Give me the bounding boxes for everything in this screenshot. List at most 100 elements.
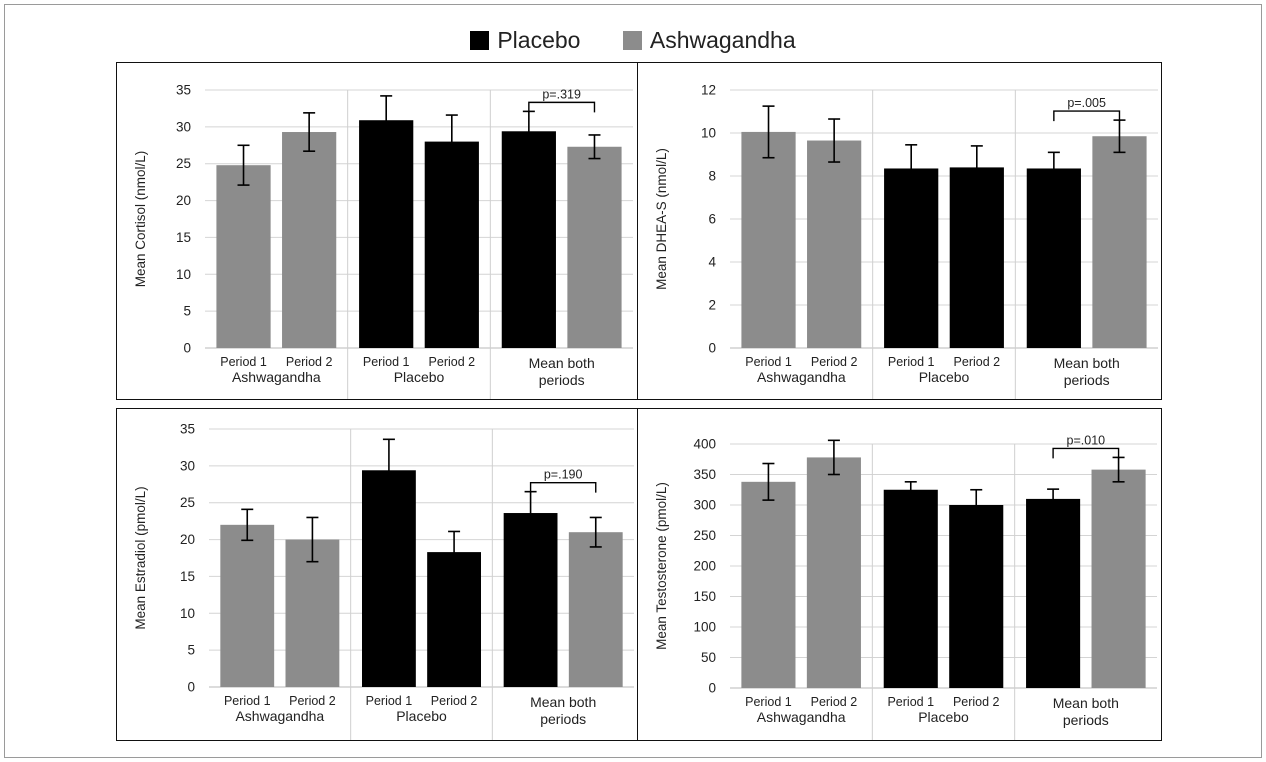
y-tick-label: 10 bbox=[701, 126, 716, 141]
y-tick-label: 20 bbox=[176, 193, 191, 208]
x-tick-label: Period 1 bbox=[888, 355, 935, 369]
bar-estradiol-ashwagandha-period-2 bbox=[285, 539, 340, 687]
x-tick-label: Period 2 bbox=[431, 694, 478, 708]
bar-dhea-s-mean-both-periods-ashwagandha bbox=[1092, 136, 1147, 348]
significance-bracket bbox=[1052, 447, 1120, 459]
bar-testosterone-ashwagandha-period-2 bbox=[806, 457, 861, 688]
legend-swatch-placebo bbox=[470, 31, 490, 51]
y-tick-label: 150 bbox=[693, 589, 716, 604]
dhea-s-chart-svg: 0 2 4 6 8 10 12 Mean DHEA-S (nmol/L) Period 1 Per… bbox=[654, 83, 1158, 399]
p-value-annotation: p=.319 bbox=[542, 87, 581, 101]
y-tick-label: 2 bbox=[708, 298, 716, 313]
bar-estradiol-ashwagandha-period-1 bbox=[220, 524, 275, 687]
y-tick-label: 35 bbox=[176, 83, 191, 98]
group-label: Ashwagandha bbox=[757, 709, 846, 725]
estradiol-chart-svg: 0 5 10 15 20 25 30 35 Mean Estradiol (pmol/L) Per… bbox=[133, 422, 634, 740]
bar-dhea-s-ashwagandha-period-2 bbox=[807, 140, 862, 348]
group-label: Placebo bbox=[396, 708, 447, 724]
y-tick-label: 5 bbox=[183, 304, 191, 319]
x-tick-label: Period 1 bbox=[887, 695, 934, 709]
bar-estradiol-mean-both-periods-placebo bbox=[503, 513, 558, 687]
bar-cortisol-ashwagandha-period-2 bbox=[282, 132, 337, 348]
significance-bracket bbox=[529, 481, 597, 493]
x-tick-label: Period 1 bbox=[745, 695, 792, 709]
y-tick-label: 400 bbox=[693, 437, 716, 452]
y-tick-label: 35 bbox=[180, 422, 195, 437]
x-tick-label: Period 2 bbox=[954, 355, 1001, 369]
x-tick-label: Period 1 bbox=[220, 355, 267, 369]
group-label: Ashwagandha bbox=[235, 708, 324, 724]
bar-cortisol-mean-both-periods-placebo bbox=[501, 131, 556, 348]
significance-bracket bbox=[1053, 110, 1121, 122]
y-tick-label: 350 bbox=[693, 467, 716, 482]
x-tick-label: Period 2 bbox=[953, 695, 1000, 709]
group-label: Placebo bbox=[919, 369, 970, 385]
significance-bracket bbox=[528, 101, 596, 113]
y-tick-label: 25 bbox=[180, 495, 195, 510]
bar-cortisol-ashwagandha-period-1 bbox=[216, 165, 271, 348]
group-label: periods bbox=[539, 372, 585, 388]
figure-frame bbox=[4, 4, 1262, 758]
bar-testosterone-mean-both-periods-ashwagandha bbox=[1091, 469, 1146, 688]
bar-estradiol-mean-both-periods-ashwagandha bbox=[568, 532, 623, 687]
group-label: periods bbox=[1063, 712, 1109, 728]
y-axis-label: Mean DHEA-S (nmol/L) bbox=[654, 148, 669, 290]
bar-estradiol-placebo-period-2 bbox=[427, 552, 481, 687]
group-label: Mean both bbox=[530, 694, 596, 710]
y-tick-label: 15 bbox=[176, 230, 191, 245]
x-tick-label: Period 1 bbox=[363, 355, 410, 369]
y-tick-label: 15 bbox=[180, 569, 195, 584]
bar-testosterone-ashwagandha-period-1 bbox=[741, 481, 796, 688]
x-tick-label: Period 2 bbox=[811, 355, 858, 369]
group-label: Mean both bbox=[1053, 695, 1119, 711]
chart-legend: Placebo Ashwagandha bbox=[0, 26, 1266, 54]
y-tick-label: 4 bbox=[708, 255, 716, 270]
y-tick-label: 10 bbox=[176, 267, 191, 282]
p-value-annotation: p=.005 bbox=[1067, 96, 1106, 110]
group-label: Ashwagandha bbox=[232, 369, 321, 385]
legend-item-placebo: Placebo bbox=[470, 27, 580, 54]
y-tick-label: 6 bbox=[708, 212, 716, 227]
y-tick-label: 0 bbox=[183, 341, 191, 356]
y-tick-label: 25 bbox=[176, 156, 191, 171]
dhea-s-chart-panel: 0 2 4 6 8 10 12 Mean DHEA-S (nmol/L) Period 1 Per… bbox=[637, 62, 1162, 400]
y-tick-label: 0 bbox=[708, 341, 716, 356]
bar-testosterone-placebo-period-2 bbox=[949, 505, 1004, 688]
legend-label-placebo: Placebo bbox=[497, 27, 581, 54]
group-label: Placebo bbox=[394, 369, 445, 385]
y-tick-label: 30 bbox=[180, 458, 195, 473]
x-tick-label: Period 1 bbox=[224, 694, 271, 708]
x-tick-label: Period 2 bbox=[286, 355, 333, 369]
legend-swatch-ashwagandha bbox=[622, 31, 642, 51]
bar-dhea-s-placebo-period-2 bbox=[949, 167, 1004, 348]
cortisol-chart-svg: 0 5 10 15 20 25 30 35 Mean Cortisol (nmol/L) Peri… bbox=[133, 83, 633, 399]
y-axis-label: Mean Estradiol (pmol/L) bbox=[133, 486, 148, 629]
y-tick-label: 250 bbox=[693, 528, 716, 543]
y-tick-label: 100 bbox=[693, 620, 716, 635]
testosterone-chart-svg: 0 50 100 150 200 250 300 350 400 Mean Testosteron… bbox=[654, 433, 1157, 740]
y-tick-label: 20 bbox=[180, 532, 195, 547]
bar-estradiol-placebo-period-1 bbox=[362, 470, 416, 687]
group-label: periods bbox=[540, 711, 586, 727]
y-tick-label: 5 bbox=[187, 643, 195, 658]
y-tick-label: 30 bbox=[176, 119, 191, 134]
x-tick-label: Period 2 bbox=[289, 694, 336, 708]
y-tick-label: 0 bbox=[708, 681, 716, 696]
p-value-annotation: p=.010 bbox=[1067, 433, 1106, 447]
bar-cortisol-mean-both-periods-ashwagandha bbox=[567, 146, 622, 348]
x-tick-label: Period 1 bbox=[366, 694, 413, 708]
bar-dhea-s-ashwagandha-period-1 bbox=[741, 131, 796, 348]
bar-testosterone-mean-both-periods-placebo bbox=[1026, 498, 1081, 688]
y-tick-label: 12 bbox=[701, 83, 716, 98]
y-axis-label: Mean Cortisol (nmol/L) bbox=[133, 151, 148, 288]
estradiol-chart-panel: 0 5 10 15 20 25 30 35 Mean Estradiol (pmol/L) Per… bbox=[116, 408, 638, 741]
y-tick-label: 10 bbox=[180, 606, 195, 621]
bar-dhea-s-mean-both-periods-placebo bbox=[1026, 168, 1081, 348]
x-tick-label: Period 2 bbox=[429, 355, 476, 369]
group-label: Mean both bbox=[529, 355, 595, 371]
group-label: Placebo bbox=[918, 709, 969, 725]
y-tick-label: 50 bbox=[701, 650, 716, 665]
y-tick-label: 8 bbox=[708, 169, 716, 184]
y-tick-label: 200 bbox=[693, 559, 716, 574]
testosterone-chart-panel: 0 50 100 150 200 250 300 350 400 Mean Testosteron… bbox=[637, 408, 1162, 741]
